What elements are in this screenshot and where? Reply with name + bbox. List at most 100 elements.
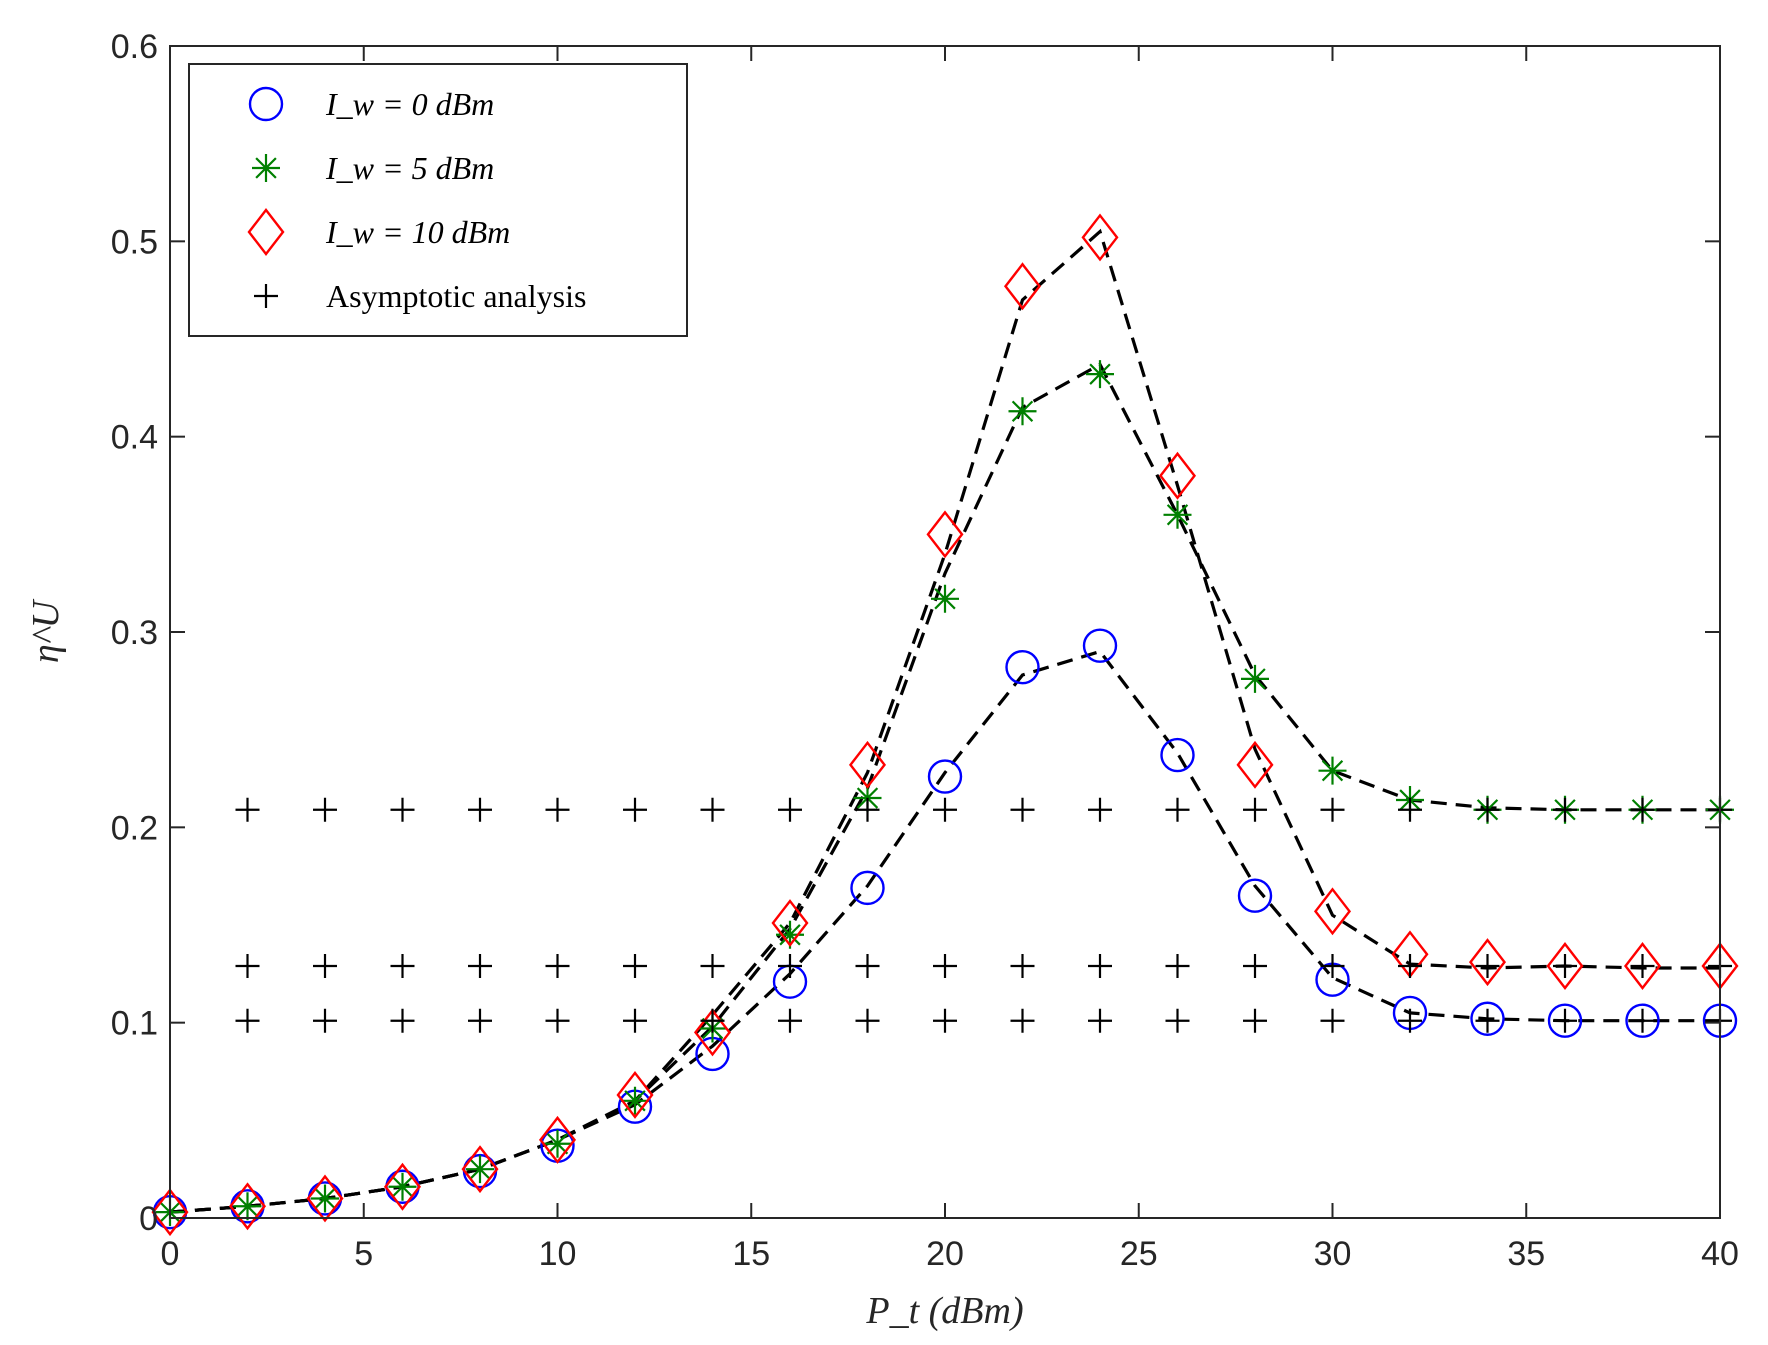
series-2-point-15 <box>1241 664 1269 693</box>
asymptote-1-point-16 <box>1398 1008 1422 1033</box>
asymptote-3-point-12 <box>1088 797 1112 822</box>
legend-marker-2-shape <box>252 154 280 182</box>
asymptote-1-point-15 <box>1320 1008 1345 1033</box>
asymptote-3-point-6-shape <box>623 797 647 822</box>
asymptote-1-point-2-shape <box>313 1008 337 1033</box>
series-3-point-8 <box>693 1008 732 1057</box>
series-2-point-9 <box>776 920 804 949</box>
legend-marker-1 <box>248 86 284 122</box>
series-1-point-18 <box>1470 1001 1505 1036</box>
asymptote-2-point-7-shape <box>700 954 725 979</box>
asymptote-1-point-6 <box>623 1008 647 1033</box>
asymptote-2-point-19 <box>1630 954 1655 979</box>
asymptote-3-point-16 <box>1398 797 1422 822</box>
x-tick-label-2: 5 <box>354 1235 373 1273</box>
dashed-lines-layer <box>169 228 1720 1214</box>
series-2-point-12-shape <box>1008 397 1037 426</box>
series-3-point-2 <box>228 1182 267 1231</box>
asymptote-2-point-18-shape <box>1553 954 1577 979</box>
asymptote-3-point-11 <box>1010 797 1035 822</box>
series-3-point-1 <box>151 1188 189 1237</box>
series-3-point-7 <box>616 1070 654 1119</box>
series-2-point-2-shape <box>233 1192 262 1221</box>
asymptote-3-point-12-shape <box>1088 797 1112 822</box>
series-3-point-14 <box>1158 451 1197 500</box>
series-1-point-12 <box>1005 649 1040 685</box>
asymptote-3-point-17 <box>1475 797 1500 822</box>
ticks-layer: 0 5 10 15 20 25 30 35 40 0 0.1 0.2 0.3 0.4 0.5 0.6 <box>111 28 1739 1273</box>
asymptote-2-point-15-shape <box>1320 954 1345 979</box>
series-2-point-13 <box>1086 360 1114 389</box>
x-tick-label-8: 35 <box>1507 1235 1545 1273</box>
legend-marker-2 <box>252 154 280 182</box>
x-axis-title: P_t (dBm) <box>865 1290 1023 1332</box>
series-1-point-12-shape <box>1005 649 1040 685</box>
series-3-point-5-shape <box>461 1145 499 1194</box>
asymptote-1-point-16-shape <box>1398 1008 1422 1033</box>
series-2-point-5-shape <box>466 1155 494 1184</box>
legend-box <box>188 63 688 337</box>
series-3-point-6 <box>538 1115 577 1164</box>
asymptote-3-point-9 <box>855 797 880 822</box>
asymptote-3-point-13 <box>1165 797 1190 822</box>
series-3-point-18 <box>1468 938 1507 987</box>
y-axis-title-text: η^U <box>25 598 67 663</box>
asymptote-2-point-2 <box>313 954 337 979</box>
series-3-point-1-shape <box>151 1188 189 1237</box>
series-1-point-14-shape <box>1160 737 1195 773</box>
asymptote-3-point-15-shape <box>1320 797 1345 822</box>
asymptote-1-point-17 <box>1475 1008 1500 1033</box>
series-2-point-4 <box>388 1172 417 1201</box>
asymptote-2-point-10-shape <box>933 954 957 979</box>
series-2-point-4-shape <box>388 1172 417 1201</box>
asymptote-1-point-12 <box>1088 1008 1112 1033</box>
asymptote-2-point-9-shape <box>855 954 880 979</box>
asymptote-3-point-19 <box>1630 797 1655 822</box>
asymptote-2-point-2-shape <box>313 954 337 979</box>
legend-label-2: I_w = 5 dBm <box>325 150 494 186</box>
asymptote-1-point-7 <box>700 1008 725 1033</box>
series-3-point-7-shape <box>616 1070 654 1119</box>
asymptote-1-point-10 <box>933 1008 957 1033</box>
legend-marker-1-shape <box>248 86 284 122</box>
asymptote-2-point-3 <box>390 954 415 979</box>
asymptote-3-point-15 <box>1320 797 1345 822</box>
y-tick-label-4: 0.3 <box>111 614 158 652</box>
asymptote-1-point-14 <box>1243 1008 1267 1033</box>
asymptote-1-point-4-shape <box>468 1008 492 1033</box>
asymptote-2-point-10 <box>933 954 957 979</box>
series-3-point-10 <box>848 740 887 789</box>
y-tick-label-7: 0.6 <box>111 28 158 66</box>
asymptote-2-point-4-shape <box>468 954 492 979</box>
series-3-point-16-shape <box>1313 887 1352 936</box>
series-2-point-7 <box>621 1086 649 1115</box>
series-1-point-10 <box>850 870 885 906</box>
series-3-point-3 <box>306 1174 344 1223</box>
asymptote-3-point-5 <box>545 797 570 822</box>
x-tick-label-7: 30 <box>1314 1235 1352 1273</box>
series-1-point-20 <box>1625 1003 1660 1038</box>
series-3-point-8-shape <box>693 1008 732 1057</box>
asymptote-2-point-8 <box>778 954 802 979</box>
y-tick-label-2: 0.1 <box>111 1005 158 1043</box>
asymptote-2-point-13-shape <box>1165 954 1190 979</box>
series-3-point-6-shape <box>538 1115 577 1164</box>
x-tick-label-5: 20 <box>926 1235 964 1273</box>
asymptote-2-point-12 <box>1088 954 1112 979</box>
asymptote-2-point-16-shape <box>1398 954 1422 979</box>
asymptote-1-point-14-shape <box>1243 1008 1267 1033</box>
legend-marker-4-shape <box>254 284 278 308</box>
asymptote-2-point-1 <box>235 954 260 979</box>
y-axis-title: η^U <box>25 598 67 663</box>
asymptote-2-point-3-shape <box>390 954 415 979</box>
asymptote-2-point-11-shape <box>1010 954 1035 979</box>
asymptote-2-point-1-shape <box>235 954 260 979</box>
asymptote-2-point-16 <box>1398 954 1422 979</box>
y-tick-label-6: 0.5 <box>111 223 158 261</box>
legend-label-1: I_w = 0 dBm <box>325 86 494 122</box>
asymptote-2-point-5-shape <box>545 954 570 979</box>
series-3-point-20-shape <box>1623 942 1662 990</box>
asymptote-3-point-14-shape <box>1243 797 1267 822</box>
asymptote-1-point-12-shape <box>1088 1008 1112 1033</box>
legend-marker-4 <box>254 284 278 308</box>
